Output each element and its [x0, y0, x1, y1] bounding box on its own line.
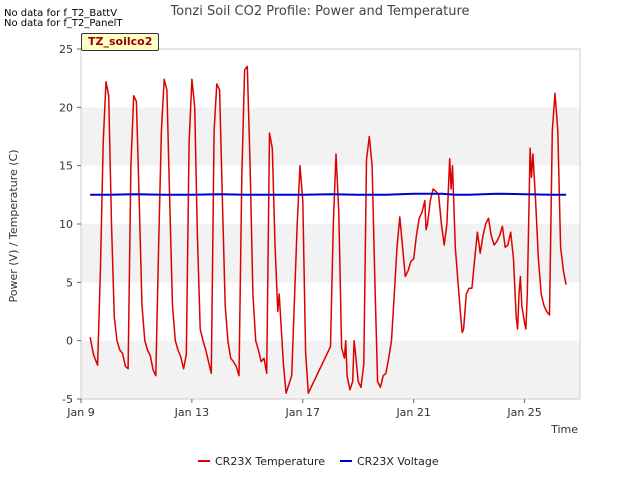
y-tick-label: 20	[59, 101, 73, 114]
no-data-note-battv: No data for f_T2_BattV	[4, 8, 118, 19]
y-tick-label: 15	[59, 160, 73, 173]
y-tick-label: 25	[59, 43, 73, 56]
grid-band	[81, 340, 580, 399]
y-tick-label: 5	[66, 276, 73, 289]
x-tick-label: Jan 9	[66, 406, 94, 419]
y-tick-label: -5	[62, 393, 73, 406]
grid-band	[81, 224, 580, 283]
x-axis: Jan 9 Jan 13 Jan 17 Jan 21 Jan 25	[66, 399, 542, 419]
y-axis-label: Power (V) / Temperature (C)	[7, 149, 20, 302]
site-badge: TZ_soilco2	[81, 33, 160, 51]
legend-label: CR23X Voltage	[357, 455, 439, 468]
x-tick-label: Jan 21	[395, 406, 430, 419]
y-axis: -5 0 5 10 15 20 25	[59, 43, 81, 406]
no-data-note-panelt: No data for f_T2_PanelT	[4, 18, 123, 29]
x-tick-label: Jan 13	[174, 406, 209, 419]
y-tick-label: 10	[59, 218, 73, 231]
x-tick-label: Jan 25	[506, 406, 541, 419]
series-lines	[89, 65, 567, 394]
cr23x-temperature-line	[89, 65, 567, 394]
grid-band	[81, 107, 580, 166]
grid-band	[81, 49, 580, 108]
chart-title: Tonzi Soil CO2 Profile: Power and Temper…	[169, 4, 469, 19]
cr23x-voltage-line	[90, 192, 567, 196]
y-tick-label: 0	[66, 335, 73, 348]
legend: CR23X Temperature CR23X Voltage	[198, 455, 439, 468]
x-tick-label: Jan 17	[285, 406, 320, 419]
legend-label: CR23X Temperature	[215, 455, 325, 468]
x-axis-label: Time	[550, 423, 578, 436]
